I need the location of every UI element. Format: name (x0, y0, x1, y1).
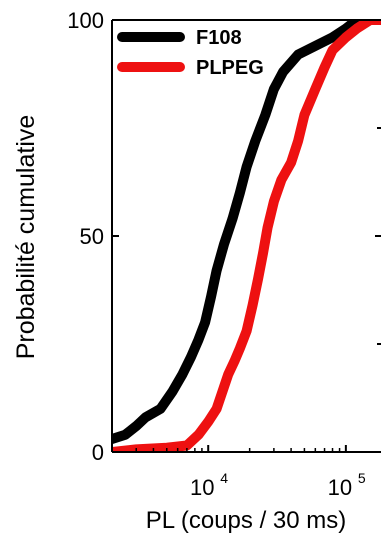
y-tick-label: 0 (92, 440, 104, 465)
x-tick-label: 10 (328, 475, 352, 500)
x-tick-label: 10 (190, 475, 214, 500)
legend: F108 PLPEG (117, 27, 264, 79)
y-tick-label: 100 (67, 8, 104, 33)
legend-label-plpeg: PLPEG (196, 57, 264, 79)
x-axis-label: PL (coups / 30 ms) (146, 507, 347, 534)
x-tick-exponent: 4 (220, 470, 228, 486)
x-tick-exponent: 5 (358, 470, 366, 486)
plot-frame (111, 19, 381, 453)
series-line-f108 (112, 20, 381, 444)
series-layer (112, 20, 381, 452)
series-line-plpeg (112, 20, 381, 452)
legend-label-f108: F108 (196, 27, 242, 49)
y-tick-label: 50 (80, 224, 104, 249)
y-axis-label: Probabilité cumulative (12, 115, 40, 360)
axis-ticks: 0 50 100 10 4 10 5 (67, 8, 381, 500)
